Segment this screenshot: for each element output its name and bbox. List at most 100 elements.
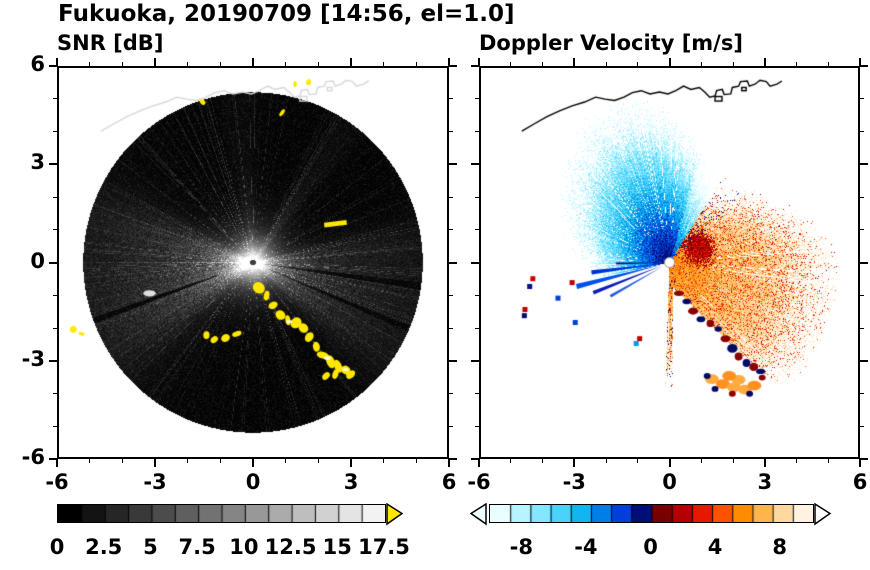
under-range-arrow xyxy=(470,503,487,526)
x-axis-tick xyxy=(154,459,156,467)
y-axis-tick xyxy=(53,327,57,329)
y-axis-tick xyxy=(49,65,57,67)
x-axis-tick xyxy=(668,58,671,66)
y-axis-tick xyxy=(49,163,57,166)
y-axis-tick xyxy=(449,196,453,198)
x-axis-tick xyxy=(415,62,417,66)
x-axis-tick xyxy=(605,62,607,66)
y-axis-tick xyxy=(471,163,479,166)
snr-colorbar-tick-label: 12.5 xyxy=(264,535,317,559)
y-axis-tick xyxy=(53,229,57,231)
y-axis-tick xyxy=(475,98,479,100)
x-axis-tick xyxy=(187,459,189,463)
x-tick-label: 6 xyxy=(441,470,457,494)
y-axis-tick xyxy=(860,229,864,231)
doppler-panel-title: Doppler Velocity [m/s] xyxy=(479,31,743,55)
doppler-colorbar-tick-label: 4 xyxy=(707,535,723,559)
x-tick-label: -3 xyxy=(143,470,167,494)
y-axis-tick xyxy=(449,229,453,231)
y-axis-tick xyxy=(449,98,453,100)
x-axis-tick xyxy=(317,62,319,66)
x-axis-tick xyxy=(478,459,480,467)
x-axis-tick xyxy=(154,58,156,66)
x-tick-label: -3 xyxy=(562,470,586,494)
x-axis-tick xyxy=(121,62,123,66)
y-axis-tick xyxy=(49,359,57,362)
x-tick-label: 3 xyxy=(343,470,359,494)
y-axis-tick xyxy=(471,261,479,264)
y-axis-tick xyxy=(53,196,57,198)
y-axis-tick xyxy=(860,131,864,132)
x-axis-tick xyxy=(89,62,91,66)
y-axis-tick xyxy=(475,393,479,394)
snr-plot-area xyxy=(57,66,449,459)
x-axis-tick xyxy=(510,459,512,463)
x-axis-tick xyxy=(219,459,221,463)
snr-colorbar-tick-label: 5 xyxy=(143,535,158,559)
x-tick-label: 6 xyxy=(852,470,868,494)
figure-title: Fukuoka, 20190709 [14:56, el=1.0] xyxy=(58,1,515,27)
y-axis-tick xyxy=(53,98,57,100)
x-axis-tick xyxy=(383,62,385,66)
y-axis-tick xyxy=(860,393,864,394)
x-axis-tick xyxy=(187,62,189,66)
x-axis-tick xyxy=(827,62,829,66)
x-axis-tick xyxy=(573,58,576,66)
y-axis-tick xyxy=(471,458,479,460)
y-axis-tick xyxy=(449,131,453,132)
x-tick-label: 0 xyxy=(662,470,677,494)
x-axis-tick xyxy=(478,58,480,66)
y-axis-tick xyxy=(471,65,479,67)
snr-colorbar-tick-label: 17.5 xyxy=(358,535,410,559)
x-axis-tick xyxy=(448,58,450,66)
y-axis-tick xyxy=(475,327,479,329)
snr-colorbar-tick-label: 0 xyxy=(49,535,65,559)
y-axis-tick xyxy=(860,359,868,362)
y-axis-tick xyxy=(860,196,864,198)
y-axis-tick xyxy=(449,425,453,427)
x-axis-tick xyxy=(605,459,607,463)
x-axis-tick xyxy=(510,62,512,66)
doppler-plot-area xyxy=(479,66,860,459)
y-axis-tick xyxy=(475,425,479,427)
y-tick-label: 6 xyxy=(30,52,45,76)
x-axis-tick xyxy=(350,459,352,467)
y-axis-tick xyxy=(860,425,864,427)
snr-colorbar-tick-label: 10 xyxy=(229,535,259,559)
y-axis-tick xyxy=(860,98,864,100)
y-axis-tick xyxy=(449,294,453,296)
x-axis-tick xyxy=(219,62,221,66)
x-axis-tick xyxy=(252,459,254,467)
y-axis-tick xyxy=(475,196,479,198)
x-axis-tick xyxy=(732,459,734,463)
snr-colorbar xyxy=(57,504,386,523)
x-axis-tick xyxy=(542,459,543,463)
x-axis-tick xyxy=(317,459,319,463)
y-axis-tick xyxy=(449,458,457,460)
y-axis-tick xyxy=(449,359,457,362)
x-axis-tick xyxy=(89,459,91,463)
x-axis-tick xyxy=(542,62,543,66)
snr-colorbar-tick-label: 7.5 xyxy=(178,535,216,559)
y-axis-tick xyxy=(860,65,868,67)
x-axis-tick xyxy=(859,58,861,66)
y-axis-tick xyxy=(475,294,479,296)
y-axis-tick xyxy=(860,261,868,264)
y-axis-tick xyxy=(475,131,479,132)
x-tick-label: -6 xyxy=(45,470,69,494)
y-axis-tick xyxy=(49,458,57,460)
x-axis-tick xyxy=(637,62,639,66)
doppler-colorbar-tick-label: 0 xyxy=(643,535,658,559)
snr-radar-image xyxy=(59,68,447,457)
x-axis-tick xyxy=(121,459,123,463)
y-axis-tick xyxy=(449,261,457,264)
y-axis-tick xyxy=(53,294,57,296)
y-tick-label: 0 xyxy=(30,248,45,273)
x-axis-tick xyxy=(637,459,639,463)
y-axis-tick xyxy=(53,131,57,132)
y-axis-tick xyxy=(449,327,453,329)
y-axis-tick xyxy=(53,425,57,427)
x-tick-label: 0 xyxy=(245,470,261,494)
snr-colorbar-tick-label: 2.5 xyxy=(85,535,123,559)
y-axis-tick xyxy=(49,261,57,264)
